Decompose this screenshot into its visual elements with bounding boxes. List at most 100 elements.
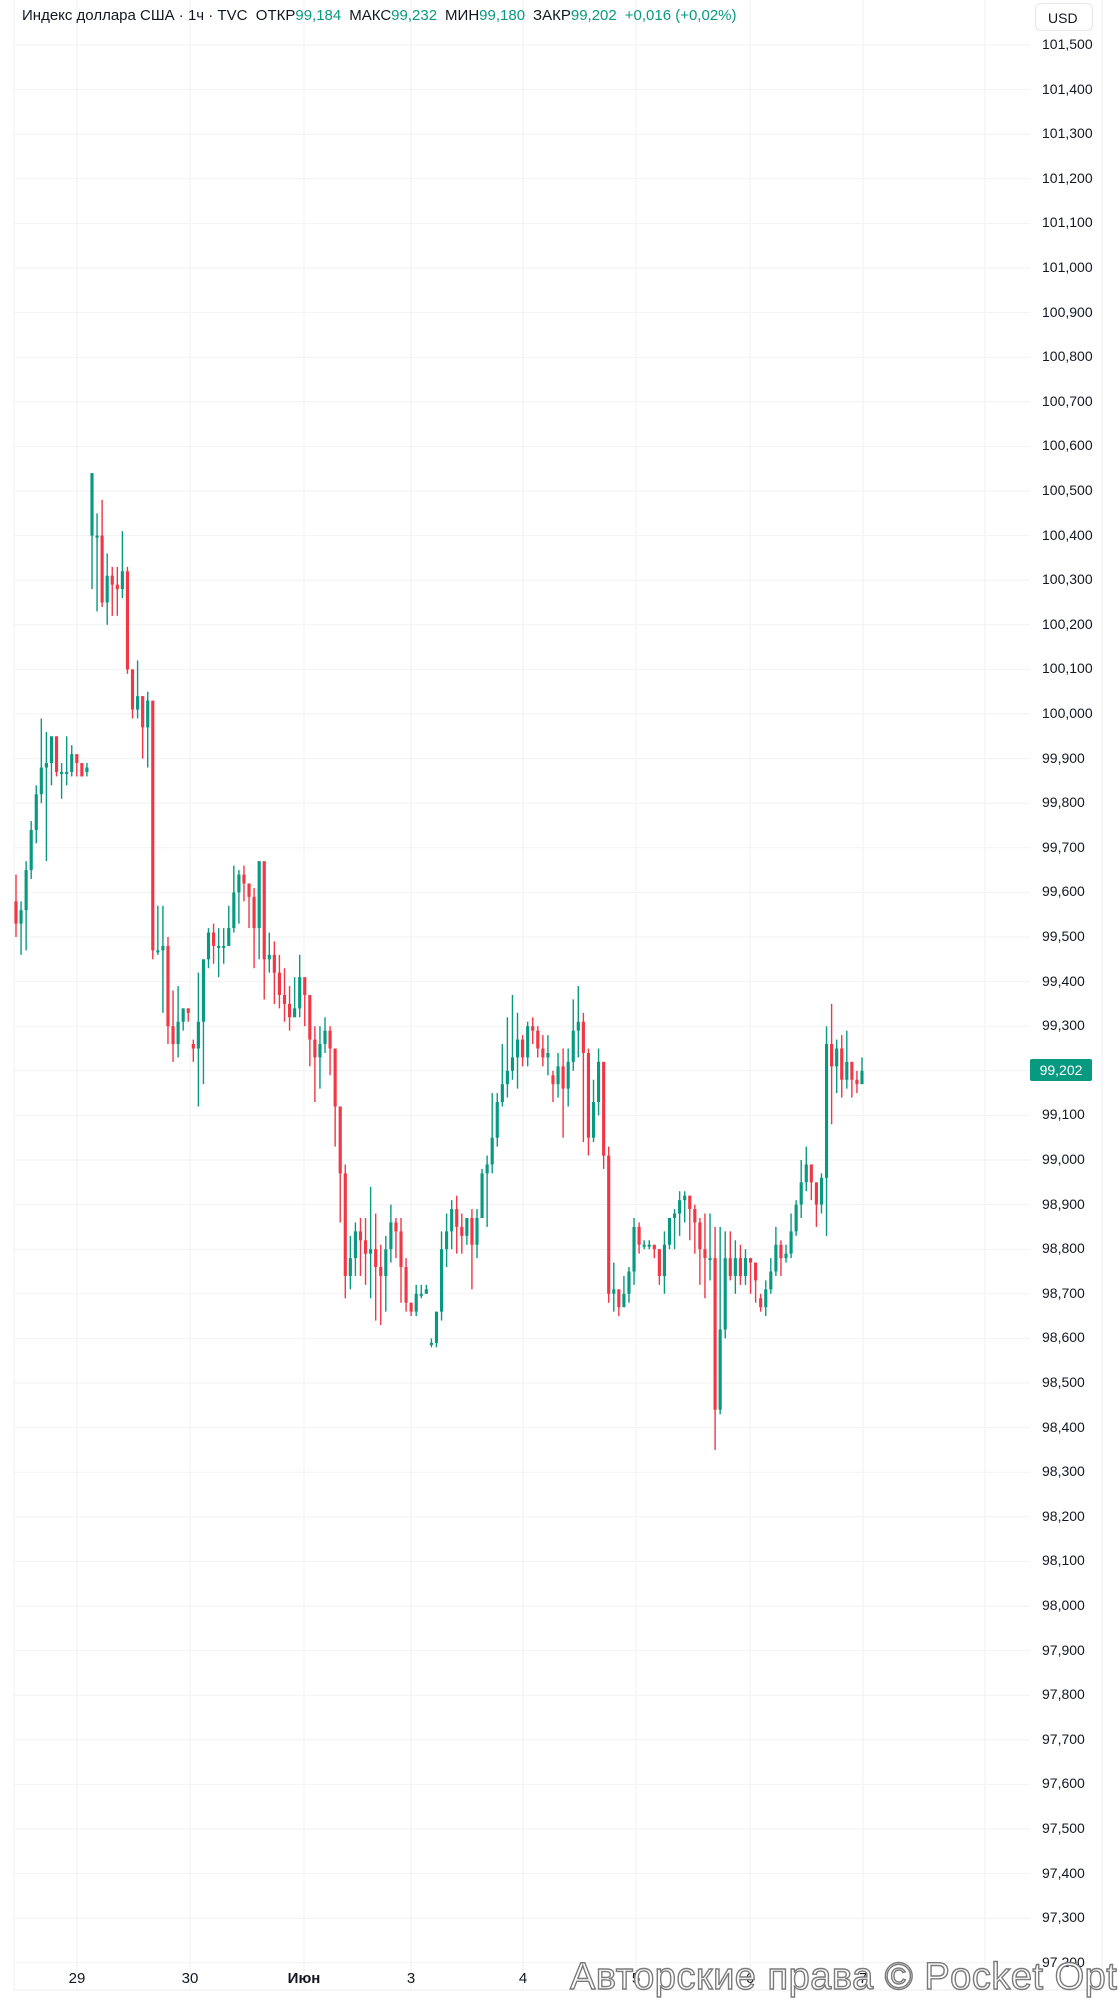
candle-body <box>60 771 64 774</box>
candle-body <box>44 763 48 768</box>
candle-body <box>136 696 140 710</box>
symbol-name[interactable]: Индекс доллара США · 1ч · TVC <box>22 7 248 24</box>
price-axis-label: 97,600 <box>1042 1775 1085 1792</box>
candle-body <box>166 945 170 1027</box>
candle-body <box>24 870 28 911</box>
price-axis-label: 101,500 <box>1042 36 1093 52</box>
currency-button[interactable]: USD <box>1035 3 1093 31</box>
candle-body <box>414 1293 418 1312</box>
candle-body <box>784 1253 788 1259</box>
price-axis-label: 100,400 <box>1042 526 1093 543</box>
candle-body <box>546 1052 550 1058</box>
candle-body <box>49 736 54 764</box>
candle-body <box>769 1271 773 1290</box>
candle-body <box>409 1302 413 1312</box>
candle-body <box>161 945 165 951</box>
candle-body <box>389 1222 393 1250</box>
price-axis-label: 98,300 <box>1042 1463 1085 1480</box>
candle-body <box>789 1231 793 1254</box>
candle-body <box>14 901 18 924</box>
candle-body <box>556 1066 560 1085</box>
price-axis-label: 97,500 <box>1042 1820 1085 1836</box>
candle-body <box>222 945 226 948</box>
candle-body <box>293 1008 297 1018</box>
candle-body <box>151 700 155 951</box>
candle-body <box>510 1057 515 1071</box>
price-axis-label: 98,600 <box>1042 1329 1085 1346</box>
candle-body <box>287 1003 292 1018</box>
open-value: 99,184 <box>295 7 342 24</box>
price-axis-label: 99,600 <box>1042 883 1085 900</box>
time-axis-label: 5 <box>631 1970 641 1987</box>
candle-body <box>733 1258 737 1276</box>
candle-body <box>39 767 43 795</box>
candle-body <box>515 1039 520 1058</box>
candle-body <box>713 1258 717 1410</box>
candle-body <box>247 883 251 897</box>
candle-body <box>738 1258 742 1276</box>
candle-body <box>602 1061 606 1156</box>
candle-body <box>627 1271 631 1294</box>
candle-body <box>257 861 261 929</box>
candle-body <box>561 1066 565 1089</box>
candle-body <box>495 1102 499 1138</box>
candle-body <box>424 1289 428 1294</box>
candle-body <box>759 1298 763 1308</box>
candle-body <box>363 1240 368 1254</box>
candle-body <box>662 1244 667 1276</box>
price-axis-label: 97,300 <box>1042 1909 1085 1926</box>
candle-body <box>353 1231 357 1259</box>
candle-body <box>465 1217 469 1236</box>
candle-body <box>637 1226 641 1245</box>
candle-body <box>120 571 124 590</box>
candle-body <box>369 1249 373 1254</box>
candle-body <box>242 874 246 884</box>
candle-body <box>298 977 302 1009</box>
candle-body <box>607 1155 611 1294</box>
candle-body <box>343 1173 347 1276</box>
time-axis-label: 3 <box>406 1970 416 1987</box>
price-axis-label: 99,700 <box>1042 838 1085 855</box>
candle-body <box>338 1106 342 1174</box>
candle-body <box>19 910 23 924</box>
price-axis-label: 98,500 <box>1042 1374 1085 1390</box>
price-axis-label: 97,400 <box>1042 1864 1085 1881</box>
candle-body <box>384 1249 388 1276</box>
candle-body <box>505 1070 509 1085</box>
candle-body <box>419 1293 423 1296</box>
candle-body <box>612 1289 616 1294</box>
price-axis-label: 100,900 <box>1042 303 1093 320</box>
candle-body <box>774 1244 778 1272</box>
candle-body <box>262 861 266 960</box>
candle-body <box>830 1044 834 1067</box>
open-label: ОТКР <box>255 7 296 24</box>
candle-body <box>85 767 89 772</box>
candle-body <box>642 1244 646 1247</box>
candle-body <box>186 1008 190 1013</box>
candle-body <box>597 1061 601 1103</box>
low-value: 99,180 <box>479 7 526 24</box>
candle-body <box>657 1249 661 1276</box>
price-axis-label: 100,300 <box>1042 571 1093 588</box>
candle-body <box>647 1244 651 1247</box>
time-axis-label: 6 <box>745 1970 755 1987</box>
candle-body <box>434 1311 439 1343</box>
candle-body <box>743 1258 748 1276</box>
candle-body <box>718 1329 722 1410</box>
price-axis-label: 99,100 <box>1042 1106 1085 1123</box>
candle-body <box>277 972 281 995</box>
candle-body <box>632 1226 636 1272</box>
candle-body <box>835 1048 839 1067</box>
time-axis-label: 30 <box>181 1970 199 1987</box>
price-axis-label: 99,800 <box>1042 794 1085 811</box>
candle-body <box>80 763 84 777</box>
candle-body <box>308 994 312 1040</box>
candle-body <box>181 1008 185 1022</box>
candle-body <box>526 1026 530 1058</box>
candle-body <box>779 1244 783 1259</box>
price-axis-label: 98,000 <box>1042 1597 1085 1613</box>
symbol-legend: Индекс доллара США · 1ч · TVC ОТКР99,184… <box>22 6 745 26</box>
candle-body <box>667 1217 672 1245</box>
